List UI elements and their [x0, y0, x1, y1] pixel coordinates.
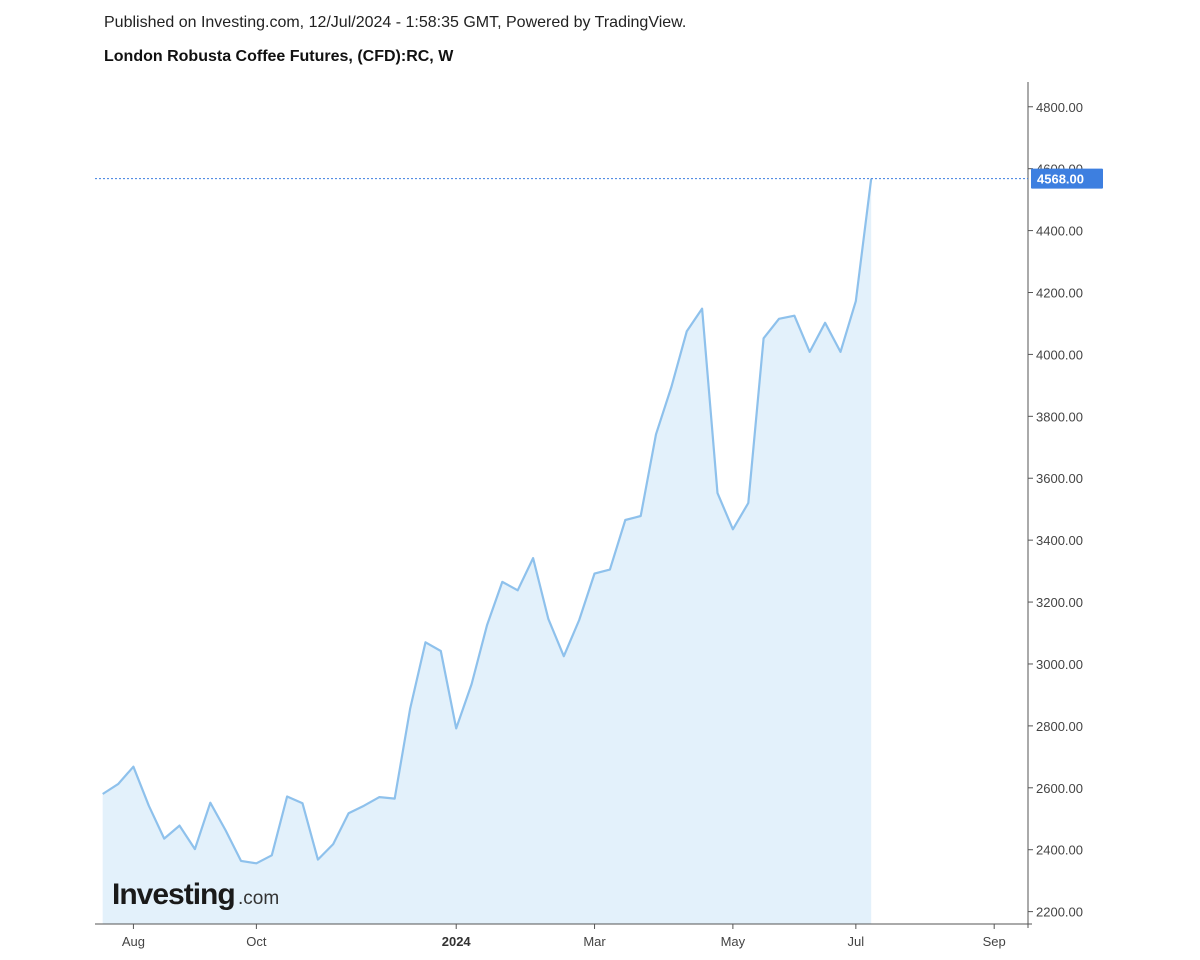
data-point[interactable] [254, 861, 259, 866]
data-point[interactable] [853, 299, 858, 304]
data-point[interactable] [162, 836, 167, 841]
data-point[interactable] [654, 432, 659, 437]
data-point[interactable] [561, 654, 566, 659]
data-point[interactable] [315, 857, 320, 862]
y-tick-label: 4000.00 [1036, 347, 1083, 362]
y-tick-label: 3800.00 [1036, 409, 1083, 424]
x-tick-label: Oct [246, 934, 267, 949]
data-point[interactable] [469, 682, 474, 687]
y-tick-label: 2200.00 [1036, 905, 1083, 920]
y-tick-label: 3000.00 [1036, 657, 1083, 672]
data-point[interactable] [730, 527, 735, 532]
data-point[interactable] [823, 320, 828, 325]
data-point[interactable] [146, 803, 151, 808]
data-point[interactable] [807, 349, 812, 354]
y-tick-label: 2800.00 [1036, 719, 1083, 734]
x-tick-label: May [721, 934, 746, 949]
chart-title: London Robusta Coffee Futures, (CFD):RC,… [104, 48, 454, 65]
x-tick-label: 2024 [442, 934, 472, 949]
data-point[interactable] [177, 823, 182, 828]
published-note: Published on Investing.com, 12/Jul/2024 … [104, 14, 687, 31]
data-point[interactable] [715, 491, 720, 496]
data-point[interactable] [531, 556, 536, 561]
x-tick-label: Sep [983, 934, 1006, 949]
logo-text: Investing [112, 878, 235, 911]
data-point[interactable] [239, 858, 244, 863]
data-point[interactable] [623, 518, 628, 523]
logo-suffix: .com [238, 888, 279, 909]
data-point[interactable] [761, 336, 766, 341]
data-point[interactable] [223, 828, 228, 833]
data-point[interactable] [592, 571, 597, 576]
investing-logo: Investing .com [112, 878, 279, 911]
x-tick-label: Mar [583, 934, 606, 949]
data-point[interactable] [546, 617, 551, 622]
last-price-badge [1031, 168, 1103, 189]
data-point[interactable] [423, 640, 428, 645]
data-point[interactable] [285, 794, 290, 799]
data-point[interactable] [669, 384, 674, 389]
data-point[interactable] [346, 811, 351, 816]
y-tick-label: 4200.00 [1036, 286, 1083, 301]
data-point[interactable] [777, 316, 782, 321]
data-point[interactable] [577, 618, 582, 623]
y-tick-label: 3400.00 [1036, 533, 1083, 548]
y-tick-label: 2400.00 [1036, 843, 1083, 858]
data-point[interactable] [131, 764, 136, 769]
price-area-fill [102, 178, 872, 925]
data-point[interactable] [300, 801, 305, 806]
data-point[interactable] [684, 329, 689, 334]
data-point[interactable] [700, 306, 705, 311]
data-point[interactable] [638, 514, 643, 519]
data-point[interactable] [116, 782, 121, 787]
x-tick-label: Jul [848, 934, 865, 949]
data-point[interactable] [408, 706, 413, 711]
y-tick-label: 4800.00 [1036, 100, 1083, 115]
data-point[interactable] [269, 853, 274, 858]
data-point[interactable] [607, 567, 612, 572]
data-point[interactable] [838, 349, 843, 354]
price-line-series[interactable] [102, 178, 873, 865]
x-tick-label: Aug [122, 934, 145, 949]
data-point[interactable] [100, 792, 105, 797]
data-point[interactable] [454, 726, 459, 731]
data-point[interactable] [331, 842, 336, 847]
y-tick-label: 4400.00 [1036, 224, 1083, 239]
data-point[interactable] [438, 649, 443, 654]
data-point[interactable] [515, 588, 520, 593]
data-point[interactable] [746, 501, 751, 506]
data-point[interactable] [792, 313, 797, 318]
data-point[interactable] [485, 623, 490, 628]
data-point[interactable] [208, 800, 213, 805]
last-price-label: 4568.00 [1037, 172, 1084, 187]
data-point[interactable] [377, 795, 382, 800]
data-point[interactable] [192, 847, 197, 852]
y-tick-label: 3200.00 [1036, 595, 1083, 610]
data-point[interactable] [362, 803, 367, 808]
data-point[interactable] [392, 796, 397, 801]
y-tick-label: 3600.00 [1036, 471, 1083, 486]
data-point[interactable] [500, 579, 505, 584]
y-tick-label: 2600.00 [1036, 781, 1083, 796]
